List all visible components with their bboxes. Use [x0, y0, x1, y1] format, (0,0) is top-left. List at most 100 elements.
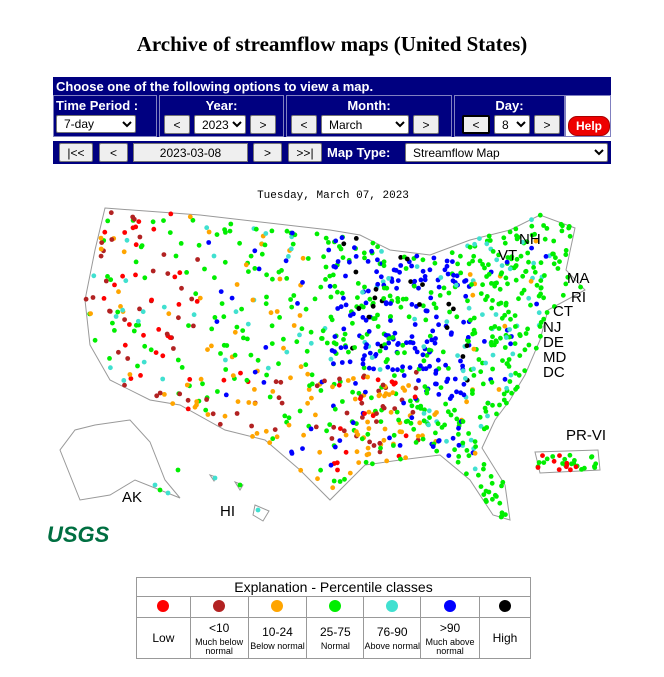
site-dot: [92, 337, 98, 343]
site-dot: [516, 296, 521, 302]
site-dot: [528, 278, 534, 284]
site-dot: [541, 223, 546, 228]
site-dot: [300, 446, 305, 451]
legend-dot: [329, 599, 342, 612]
site-dot: [322, 378, 327, 384]
site-dot: [541, 460, 547, 465]
site-dot: [466, 453, 472, 459]
site-dot: [513, 370, 518, 376]
year-select[interactable]: 2023: [194, 115, 246, 134]
month-select[interactable]: March: [321, 115, 409, 134]
map-type-select[interactable]: Streamflow Map: [405, 143, 608, 162]
site-dot: [483, 360, 488, 366]
site-dot: [91, 273, 97, 279]
site-dot: [350, 389, 355, 395]
site-dot: [428, 295, 434, 301]
nav-first[interactable]: |<<: [59, 143, 93, 162]
site-dot: [435, 421, 441, 427]
site-dot: [265, 365, 271, 371]
day-prev[interactable]: <: [462, 115, 490, 134]
site-dot: [529, 223, 535, 229]
state-label: MA: [567, 270, 590, 287]
help-button[interactable]: Help: [568, 116, 610, 136]
site-dot: [410, 340, 416, 346]
site-dot: [567, 452, 573, 458]
site-dot: [460, 354, 466, 359]
nav-next[interactable]: >: [253, 143, 282, 162]
site-dot: [107, 356, 112, 361]
nav-prev[interactable]: <: [99, 143, 128, 162]
legend-swatch: [213, 599, 226, 612]
site-dot: [452, 407, 457, 413]
site-dot: [268, 310, 274, 316]
site-dot: [165, 490, 171, 496]
month-prev[interactable]: <: [291, 115, 317, 134]
site-dot: [461, 381, 467, 387]
site-dot: [120, 273, 125, 279]
year-next[interactable]: >: [250, 115, 276, 134]
site-dot: [364, 342, 369, 347]
site-dot: [167, 230, 173, 235]
nav-last[interactable]: >>|: [288, 143, 322, 162]
year-prev[interactable]: <: [164, 115, 190, 134]
site-dot: [485, 400, 491, 406]
state-label: RI: [571, 289, 586, 306]
legend-swatch-cell: [306, 596, 365, 618]
month-next[interactable]: >: [413, 115, 439, 134]
site-dot: [403, 296, 409, 302]
site-dot: [333, 238, 339, 244]
site-dot: [177, 270, 183, 276]
site-dot: [367, 350, 373, 356]
site-dot: [353, 269, 359, 275]
day-select[interactable]: 8: [494, 115, 530, 134]
site-dot: [273, 379, 279, 385]
day-next[interactable]: >: [534, 115, 560, 134]
site-dot: [538, 260, 544, 266]
site-dot: [477, 414, 483, 420]
site-dot: [116, 289, 121, 295]
site-dot: [318, 467, 323, 473]
site-dot: [361, 365, 367, 371]
site-dot: [341, 326, 347, 332]
site-dot: [277, 276, 283, 282]
site-dot: [336, 382, 342, 388]
site-dot: [148, 347, 154, 353]
site-dot: [197, 295, 203, 301]
site-dot: [126, 322, 132, 327]
site-dot: [222, 227, 228, 232]
site-dot: [108, 277, 114, 283]
month-label: Month:: [347, 98, 391, 113]
site-dot: [496, 252, 501, 258]
site-dot: [340, 255, 346, 260]
site-dot: [551, 458, 557, 464]
site-dot: [497, 286, 503, 292]
site-dot: [252, 401, 258, 406]
site-dot: [476, 357, 482, 362]
site-dot: [328, 294, 334, 300]
site-dot: [460, 419, 466, 424]
site-dot: [221, 314, 227, 320]
site-dot: [168, 211, 174, 217]
site-dot: [232, 352, 238, 358]
site-dot: [455, 459, 461, 465]
site-dot: [472, 450, 478, 456]
site-dot: [432, 260, 438, 266]
legend-swatch: [271, 599, 284, 612]
site-dot: [267, 440, 273, 446]
site-dot: [375, 341, 381, 347]
site-dot: [291, 323, 297, 328]
site-dot: [274, 434, 280, 440]
site-dot: [342, 476, 347, 482]
site-dot: [472, 241, 477, 247]
site-dot: [369, 395, 374, 401]
site-dot: [277, 315, 282, 320]
site-dot: [492, 324, 498, 329]
site-dot: [563, 252, 569, 258]
time-period-select[interactable]: 7-day: [56, 115, 136, 133]
site-dot: [508, 372, 514, 378]
site-dot: [377, 392, 383, 398]
site-dot: [339, 235, 345, 241]
site-dot: [429, 337, 435, 343]
site-dot: [449, 330, 454, 336]
site-dot: [448, 412, 454, 418]
